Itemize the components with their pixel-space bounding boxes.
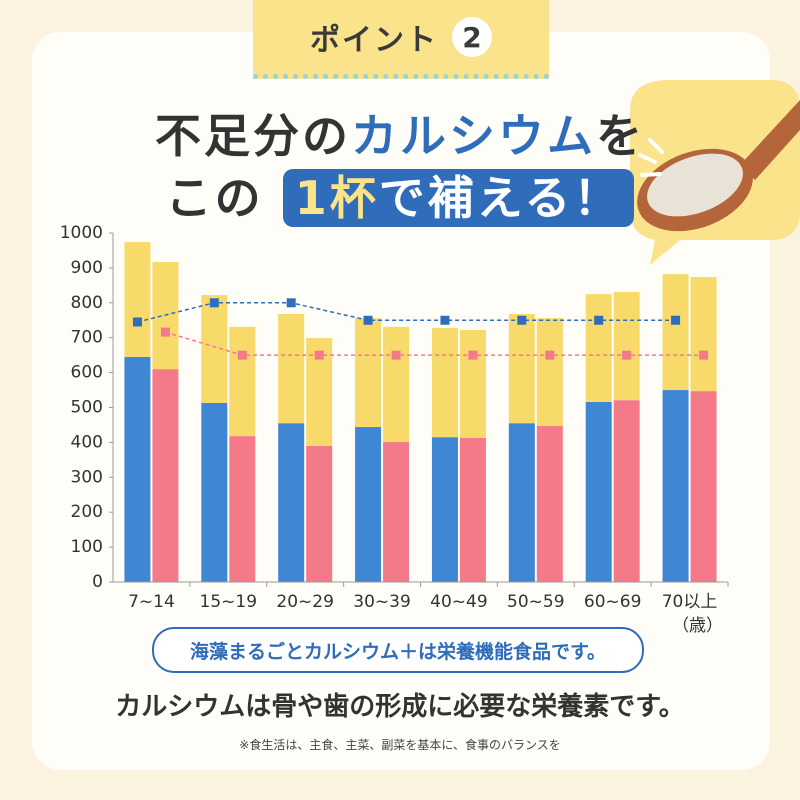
x-tick-label: 70以上 xyxy=(662,592,718,612)
reference-line xyxy=(137,302,676,323)
y-tick-label: 100 xyxy=(71,537,103,557)
spoon-illustration xyxy=(630,80,800,265)
title-text: この xyxy=(165,171,264,225)
bar-segment xyxy=(201,295,228,403)
bar-segment xyxy=(306,445,333,582)
y-tick-label: 200 xyxy=(71,502,103,522)
bar-segment xyxy=(613,291,640,401)
bar-segment xyxy=(585,401,612,582)
bar-segment xyxy=(152,369,179,582)
bar-segment xyxy=(459,437,486,582)
x-tick-label: 30~39 xyxy=(353,592,411,612)
title-text: を xyxy=(596,109,645,163)
bar-segment xyxy=(383,326,410,443)
bar-segment xyxy=(536,318,563,426)
reference-marker xyxy=(160,327,170,337)
bar-segment xyxy=(662,390,689,582)
bar-segment xyxy=(355,427,382,582)
y-tick-label: 500 xyxy=(71,398,103,418)
bar-segment xyxy=(229,436,256,582)
statement: カルシウムは骨や歯の形成に必要な栄養素です。 xyxy=(115,692,685,722)
x-tick-label: 15~19 xyxy=(200,592,258,612)
reference-marker xyxy=(314,350,324,360)
y-tick-label: 400 xyxy=(71,432,103,452)
reference-marker xyxy=(440,315,450,325)
y-tick-label: 700 xyxy=(71,328,103,348)
x-tick-label: 60~69 xyxy=(584,592,642,612)
reference-marker xyxy=(391,350,401,360)
x-tick-label: 50~59 xyxy=(507,592,565,612)
reference-marker xyxy=(468,350,478,360)
reference-marker xyxy=(517,315,527,325)
title-highlight: カルシウム xyxy=(351,109,596,163)
title-box: 1杯で補える！ xyxy=(282,169,635,227)
y-tick-label: 0 xyxy=(92,572,103,592)
reference-marker xyxy=(699,350,709,360)
bar-segment xyxy=(690,391,717,582)
badge-label: ポイント xyxy=(310,23,438,58)
x-tick-label: 7~14 xyxy=(128,592,175,612)
powder xyxy=(647,153,743,217)
spoon-handle xyxy=(740,100,800,180)
bar-segment xyxy=(278,423,305,582)
bar-segment xyxy=(508,313,535,424)
reference-marker xyxy=(209,298,219,308)
x-tick-label: 20~29 xyxy=(276,592,334,612)
reference-line xyxy=(165,331,704,356)
title-line2: この 1杯で補える！ xyxy=(0,162,800,228)
bar-segment xyxy=(662,274,689,391)
title-line1: 不足分のカルシウムを xyxy=(0,100,800,166)
reference-marker xyxy=(286,298,296,308)
reference-marker xyxy=(363,315,373,325)
reference-marker xyxy=(671,315,681,325)
bar-segment xyxy=(124,356,151,582)
bar-segment xyxy=(585,294,612,402)
bar-segment xyxy=(508,423,535,582)
reference-marker xyxy=(594,315,604,325)
y-tick-label: 600 xyxy=(71,363,103,383)
y-tick-label: 1000 xyxy=(60,223,103,243)
footnote: ※食生活は、主食、主菜、副菜を基本に、食事のバランスを xyxy=(239,738,561,752)
badge: ポイント 2 xyxy=(253,0,549,79)
bar-segment xyxy=(355,318,382,428)
title-emphasis: 1杯 xyxy=(294,171,379,225)
note-pill: 海藻まるごとカルシウム＋は栄養機能食品です。 xyxy=(152,627,644,673)
bar-segment xyxy=(431,327,458,438)
reference-marker xyxy=(622,350,632,360)
sparkle xyxy=(638,138,664,177)
bar-segment xyxy=(201,402,228,582)
bar-segment xyxy=(278,313,305,424)
bar-segment xyxy=(536,425,563,582)
reference-marker xyxy=(132,317,142,327)
title-text: で補える！ xyxy=(378,171,623,225)
bar-segment xyxy=(459,330,486,438)
bar-segment xyxy=(431,437,458,582)
title-text: 不足分の xyxy=(155,109,351,163)
bar-segment xyxy=(690,276,717,392)
reference-marker xyxy=(545,350,555,360)
x-tick-label: 40~49 xyxy=(430,592,488,612)
bar-segment xyxy=(124,242,151,357)
x-axis-label: （歳） xyxy=(672,616,723,636)
y-tick-label: 900 xyxy=(71,258,103,278)
chart: 0 100 200 300 400 500 600 700 800 900 1000 7~14 15~1… xyxy=(60,223,729,636)
reference-marker xyxy=(237,350,247,360)
y-tick-label: 800 xyxy=(71,293,103,313)
bar-segment xyxy=(383,442,410,582)
y-tick-label: 300 xyxy=(71,467,103,487)
bar-segment xyxy=(613,400,640,582)
bar-segment xyxy=(229,326,256,437)
badge-number: 2 xyxy=(452,17,492,57)
